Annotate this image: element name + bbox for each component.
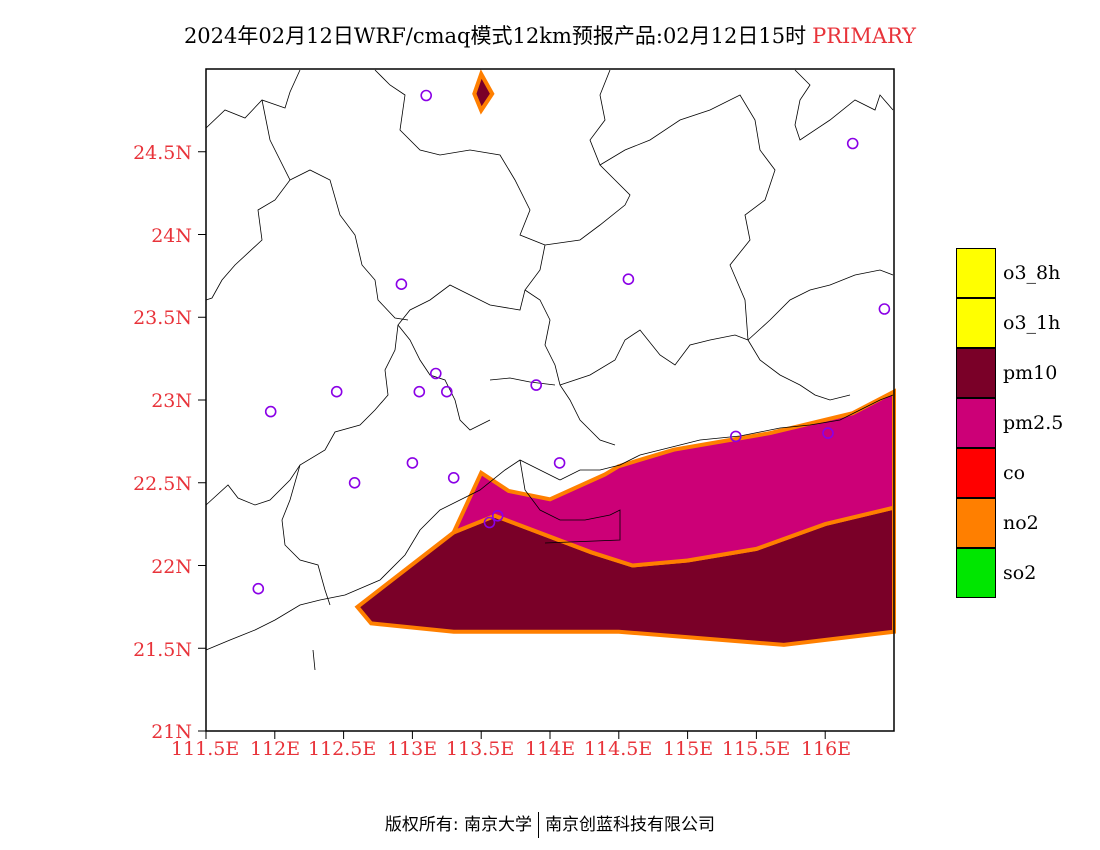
lat-label: 24.5N	[133, 142, 192, 164]
legend-swatch	[956, 248, 996, 298]
lat-label: 21.5N	[133, 639, 192, 661]
lat-label: 21N	[151, 721, 192, 743]
lon-label: 113E	[387, 738, 438, 760]
admin-boundaries	[205, 69, 894, 671]
legend-swatch	[956, 348, 996, 398]
lon-label: 115.5E	[722, 738, 791, 760]
legend-label: o3_8h	[1003, 262, 1061, 284]
station-marker	[330, 385, 343, 398]
station-marker	[878, 303, 891, 315]
station-marker	[553, 457, 566, 469]
legend-label: no2	[1003, 512, 1039, 534]
legend-label: so2	[1003, 562, 1037, 584]
footer-separator	[538, 812, 540, 838]
lat-label: 24N	[151, 225, 192, 247]
legend-label: co	[1003, 462, 1026, 484]
title-main: 2024年02月12日WRF/cmaq模式12km预报产品:02月12日15时	[183, 24, 807, 48]
legend-label: o3_1h	[1003, 312, 1061, 334]
map-title: 2024年02月12日WRF/cmaq模式12km预报产品:02月12日15时 P…	[0, 20, 1100, 50]
legend-swatch	[956, 448, 996, 498]
copyright-company: 南京创蓝科技有限公司	[545, 815, 716, 835]
lon-label: 112E	[250, 738, 301, 760]
axis-ticks	[198, 151, 826, 739]
station-marker	[491, 509, 504, 522]
legend-label: pm10	[1003, 362, 1058, 384]
legend-swatch	[956, 498, 996, 548]
station-marker	[264, 405, 277, 418]
station-marker	[413, 385, 426, 398]
lat-label: 22.5N	[133, 473, 192, 495]
lon-label: 115E	[663, 738, 714, 760]
station-marker	[440, 385, 453, 398]
lat-label: 23N	[151, 390, 192, 412]
station-marker	[622, 273, 635, 286]
copyright-prefix: 版权所有: 南京大学	[384, 815, 533, 835]
lon-label: 116E	[801, 738, 852, 760]
pollution-layer	[354, 69, 896, 647]
lat-label: 22N	[151, 556, 192, 578]
monitoring-stations	[252, 89, 891, 595]
pollution-zone-pm10	[472, 69, 495, 115]
lon-label: 111.5E	[171, 738, 240, 760]
station-marker	[406, 457, 419, 469]
lon-label: 113.5E	[446, 738, 515, 760]
lat-label: 23.5N	[133, 307, 192, 329]
station-marker	[530, 379, 543, 391]
legend-swatch	[956, 398, 996, 448]
lon-label: 114.5E	[584, 738, 653, 760]
legend-label: pm2.5	[1003, 412, 1064, 434]
station-marker	[420, 89, 433, 102]
station-marker	[348, 476, 361, 489]
legend-swatch	[956, 298, 996, 348]
station-marker	[729, 430, 742, 443]
station-marker	[447, 471, 460, 484]
copyright-footer: 版权所有: 南京大学 南京创蓝科技有限公司	[0, 810, 1100, 838]
lon-label: 112.5E	[308, 738, 377, 760]
pollution-zone-pm25	[449, 388, 896, 568]
title-primary-tag: PRIMARY	[812, 24, 917, 48]
lon-label: 114E	[525, 738, 576, 760]
station-marker	[252, 582, 265, 595]
station-marker	[429, 367, 442, 380]
station-marker	[846, 137, 859, 150]
station-marker	[395, 278, 408, 291]
station-marker	[483, 516, 496, 529]
station-marker	[822, 427, 834, 439]
legend-swatch	[956, 548, 996, 598]
